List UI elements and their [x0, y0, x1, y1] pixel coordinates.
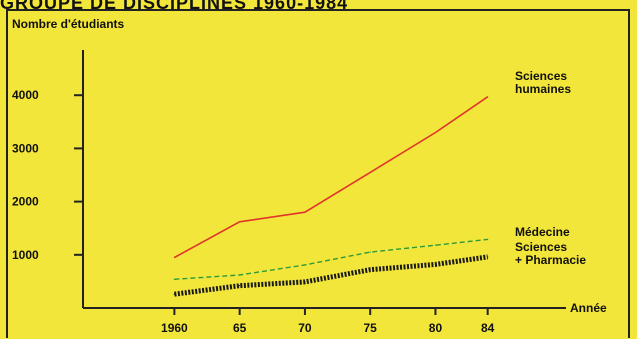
- x-tick-label: 65: [233, 321, 247, 335]
- data-point: [239, 221, 241, 223]
- series-group: [173, 96, 489, 297]
- data-point: [434, 244, 437, 246]
- series-line-1: [174, 96, 489, 259]
- x-tick-label: 75: [364, 321, 378, 335]
- chart-frame: [6, 9, 630, 338]
- data-point: [434, 131, 437, 134]
- data-point: [487, 256, 489, 258]
- series-label: Sciences: [515, 69, 567, 83]
- x-tick-label: 1960: [161, 321, 188, 335]
- y-tick-label: 4000: [12, 88, 39, 102]
- series-label: humaines: [515, 82, 571, 96]
- x-tick-label: 80: [429, 321, 443, 335]
- data-point: [173, 256, 175, 259]
- y-tick-label: 3000: [12, 141, 39, 155]
- data-point: [304, 211, 306, 213]
- x-tick-label: 84: [481, 321, 495, 335]
- data-point: [369, 171, 371, 173]
- series-line-3: [174, 254, 489, 297]
- series-line-2: [174, 238, 488, 280]
- y-tick-label: 2000: [12, 195, 39, 209]
- x-axis-label: Année: [570, 301, 607, 315]
- chart-title-fragment: GROUPE DE DISCIPLINES 1960-1984: [0, 0, 637, 9]
- y-ticks: 1000 2000 3000 4000: [12, 88, 83, 262]
- data-point: [434, 263, 437, 265]
- data-point: [487, 96, 489, 98]
- data-point: [304, 264, 306, 266]
- data-point: [369, 269, 371, 271]
- data-point: [487, 238, 489, 240]
- series-label: + Pharmacie: [515, 253, 586, 267]
- x-ticks: 1960 65 70 75 80 84: [161, 308, 495, 335]
- series-label: Sciences: [515, 240, 567, 254]
- data-point: [239, 274, 241, 276]
- data-point: [173, 278, 175, 280]
- series-label: Médecine: [515, 225, 570, 239]
- data-point: [304, 281, 306, 283]
- data-point: [239, 285, 241, 287]
- y-axis-label: Nombre d'étudiants: [12, 17, 125, 31]
- y-tick-label: 1000: [12, 248, 39, 262]
- x-tick-label: 70: [298, 321, 312, 335]
- data-point: [369, 251, 371, 253]
- data-point: [173, 293, 175, 295]
